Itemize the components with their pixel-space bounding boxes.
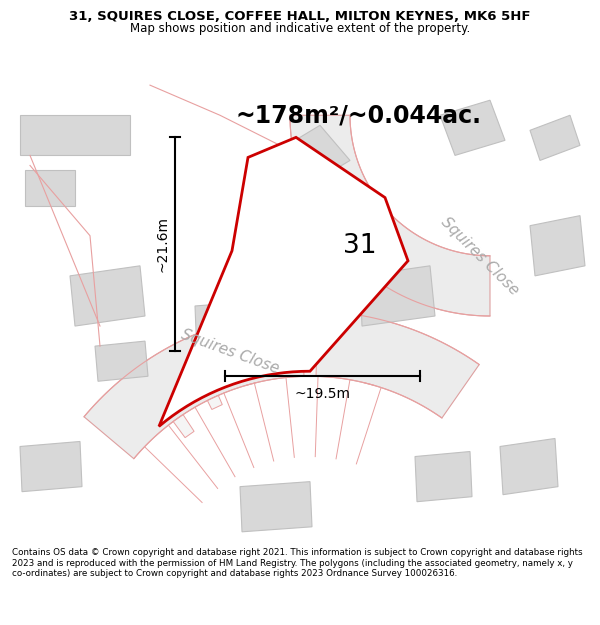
- Polygon shape: [415, 451, 472, 502]
- Polygon shape: [530, 216, 585, 276]
- Polygon shape: [20, 441, 82, 492]
- Polygon shape: [84, 311, 479, 459]
- Polygon shape: [270, 125, 350, 191]
- Polygon shape: [290, 115, 490, 316]
- Text: Contains OS data © Crown copyright and database right 2021. This information is : Contains OS data © Crown copyright and d…: [12, 548, 583, 578]
- Polygon shape: [173, 414, 194, 437]
- Polygon shape: [25, 171, 75, 206]
- Text: 31, SQUIRES CLOSE, COFFEE HALL, MILTON KEYNES, MK6 5HF: 31, SQUIRES CLOSE, COFFEE HALL, MILTON K…: [69, 10, 531, 23]
- Polygon shape: [304, 356, 317, 376]
- Polygon shape: [245, 382, 256, 386]
- Polygon shape: [95, 341, 148, 381]
- Polygon shape: [208, 396, 222, 409]
- Polygon shape: [500, 439, 558, 494]
- Text: 31: 31: [343, 232, 377, 259]
- Polygon shape: [360, 266, 435, 326]
- Polygon shape: [20, 115, 130, 156]
- Text: ~19.5m: ~19.5m: [295, 388, 350, 401]
- Polygon shape: [364, 382, 376, 386]
- Polygon shape: [159, 138, 408, 426]
- Polygon shape: [240, 482, 312, 532]
- Polygon shape: [195, 301, 262, 356]
- Polygon shape: [70, 266, 145, 326]
- Text: Squires Close: Squires Close: [438, 214, 522, 298]
- Text: ~21.6m: ~21.6m: [156, 216, 170, 272]
- Text: Map shows position and indicative extent of the property.: Map shows position and indicative extent…: [130, 22, 470, 35]
- Polygon shape: [440, 100, 505, 156]
- Text: Squires Close: Squires Close: [179, 326, 281, 376]
- Text: ~178m²/~0.044ac.: ~178m²/~0.044ac.: [235, 103, 481, 127]
- Polygon shape: [530, 115, 580, 161]
